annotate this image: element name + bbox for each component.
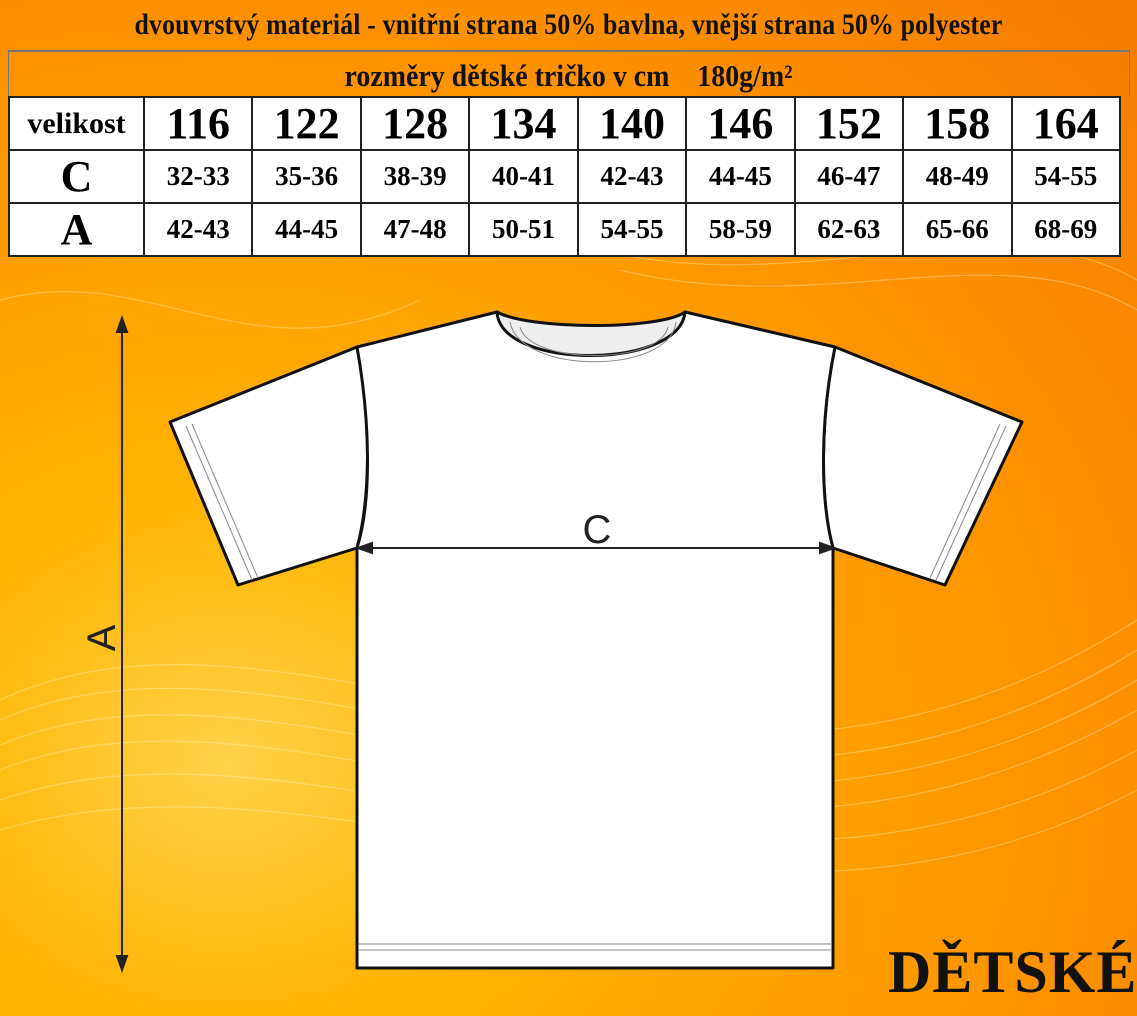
table-row-a: A 42-43 44-45 47-48 50-51 54-55 58-59 62… xyxy=(8,202,1121,257)
size-cell: 122 xyxy=(251,96,362,151)
value-cell: 40-41 xyxy=(468,149,579,204)
left-sleeve xyxy=(168,345,370,587)
subtitle-box xyxy=(8,50,1130,96)
collar xyxy=(495,310,687,357)
value-cell: 38-39 xyxy=(359,149,471,204)
length-label: A xyxy=(80,624,124,651)
width-label: C xyxy=(583,508,612,552)
row-label: A xyxy=(8,202,145,257)
value-cell: 65-66 xyxy=(902,202,1013,257)
value-cell: 48-49 xyxy=(902,149,1013,204)
size-cell: 152 xyxy=(793,96,905,151)
value-cell: 50-51 xyxy=(468,202,579,257)
size-cell: 128 xyxy=(359,96,471,151)
value-cell: 58-59 xyxy=(685,202,796,257)
value-cell: 54-55 xyxy=(1010,149,1121,204)
value-cell: 54-55 xyxy=(576,202,688,257)
value-cell: 44-45 xyxy=(685,149,796,204)
table-row-c: C 32-33 35-36 38-39 40-41 42-43 44-45 46… xyxy=(8,149,1121,204)
value-cell: 47-48 xyxy=(359,202,471,257)
right-sleeve xyxy=(821,345,1024,587)
size-table: velikost 116 122 128 134 140 146 152 158… xyxy=(8,96,1121,257)
value-cell: 62-63 xyxy=(793,202,905,257)
size-cell: 116 xyxy=(142,96,254,151)
material-description: dvouvrstvý materiál - vnitřní strana 50%… xyxy=(134,8,1003,41)
value-cell: 35-36 xyxy=(251,149,362,204)
size-cell: 140 xyxy=(576,96,688,151)
size-cell: 134 xyxy=(468,96,579,151)
category-label: DĚTSKÉ xyxy=(888,939,1137,1005)
value-cell: 42-43 xyxy=(576,149,688,204)
value-cell: 68-69 xyxy=(1010,202,1121,257)
size-cell: 146 xyxy=(685,96,796,151)
size-chart-subtitle: rozměry dětské tričko v cm 180g/m² xyxy=(344,58,793,93)
value-cell: 44-45 xyxy=(251,202,362,257)
value-cell: 32-33 xyxy=(142,149,254,204)
header-label: velikost xyxy=(8,96,145,151)
row-label: C xyxy=(8,149,145,204)
table-header-row: velikost 116 122 128 134 140 146 152 158… xyxy=(8,96,1121,151)
value-cell: 42-43 xyxy=(142,202,254,257)
size-cell: 158 xyxy=(902,96,1013,151)
shirt-body xyxy=(355,310,837,970)
value-cell: 46-47 xyxy=(793,149,905,204)
size-cell: 164 xyxy=(1010,96,1121,151)
